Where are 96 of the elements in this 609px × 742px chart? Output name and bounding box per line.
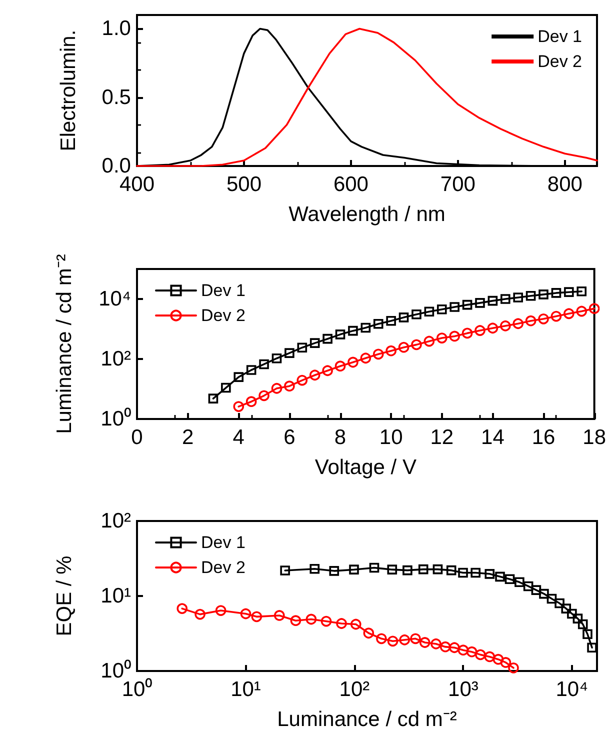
x-tick-label: 10⁴ <box>556 678 588 701</box>
point <box>436 304 447 314</box>
point <box>372 348 384 360</box>
point <box>576 306 588 317</box>
x-tick-label: 8 <box>334 426 346 449</box>
legend-label: Dev 2 <box>201 558 246 577</box>
point <box>487 322 498 334</box>
point <box>360 322 371 333</box>
point <box>525 315 536 326</box>
y-axis-title: EQE / % <box>53 556 76 636</box>
point <box>348 326 358 336</box>
point <box>234 372 244 382</box>
point <box>450 302 460 312</box>
point <box>576 286 587 296</box>
x-tick-label: 2 <box>182 426 194 449</box>
legend-label: Dev 1 <box>538 27 582 46</box>
point <box>526 290 536 301</box>
point <box>512 318 524 330</box>
point <box>538 290 548 300</box>
point <box>322 334 332 344</box>
point <box>310 338 320 348</box>
y-tick-label: 10⁴ <box>98 288 131 310</box>
point <box>297 342 308 352</box>
point <box>322 365 333 376</box>
point <box>424 336 435 347</box>
point <box>284 380 295 392</box>
x-tick-label: 18 <box>582 426 606 449</box>
point <box>334 360 346 372</box>
point <box>386 316 396 326</box>
point <box>398 312 409 322</box>
x-tick-label: 14 <box>481 426 505 449</box>
x-tick-label: 10¹ <box>230 678 261 701</box>
x-tick-label: 800 <box>547 173 582 196</box>
point <box>449 330 460 342</box>
point <box>411 339 422 350</box>
x-tick-label: 12 <box>430 426 454 449</box>
x-tick-label: 700 <box>440 173 476 196</box>
y-tick-label: 0.5 <box>102 86 131 109</box>
y-tick-label: 10¹ <box>100 584 131 608</box>
point <box>424 306 434 317</box>
point <box>348 356 358 368</box>
legend-label: Dev 1 <box>201 533 246 552</box>
point <box>564 308 574 320</box>
x-tick-label: 10 <box>379 426 403 449</box>
x-tick-label: 0 <box>131 426 143 449</box>
point <box>271 382 282 394</box>
x-tick-label: 600 <box>333 173 368 196</box>
x-tick-label: 4 <box>232 426 245 449</box>
point <box>488 296 498 306</box>
y-tick-label: 10⁰ <box>100 408 131 430</box>
point <box>538 314 549 324</box>
x-tick-label: 16 <box>532 426 556 449</box>
x-tick-label: 10² <box>339 678 370 701</box>
point <box>246 396 257 408</box>
point <box>474 325 486 336</box>
point <box>335 330 346 340</box>
legend-label: Dev 2 <box>201 306 246 325</box>
y-tick-label: 10² <box>100 510 131 532</box>
point <box>208 394 218 404</box>
point <box>373 318 384 329</box>
x-tick-label: 10³ <box>448 678 478 701</box>
point <box>259 359 269 370</box>
x-axis-title: Voltage / V <box>314 456 416 479</box>
point <box>462 328 473 339</box>
point <box>221 382 231 393</box>
point <box>436 332 448 344</box>
point <box>233 401 244 412</box>
point <box>360 352 372 364</box>
legend-label: Dev 1 <box>201 281 246 300</box>
point <box>551 288 562 298</box>
point <box>284 348 294 358</box>
point <box>246 365 256 375</box>
point <box>272 353 282 364</box>
point <box>309 370 320 381</box>
x-tick-label: 6 <box>284 426 296 449</box>
x-axis-title: Wavelength / nm <box>288 203 446 226</box>
legend-label: Dev 2 <box>538 52 582 71</box>
point <box>513 292 523 302</box>
point <box>258 390 270 402</box>
point <box>500 294 510 304</box>
point <box>398 342 410 353</box>
x-tick-label: 500 <box>226 173 262 196</box>
point <box>296 374 308 386</box>
point <box>412 309 422 320</box>
point <box>386 345 396 356</box>
point <box>564 287 574 297</box>
point <box>500 320 511 332</box>
y-axis-title: Luminance / cd m⁻² <box>53 254 76 434</box>
y-tick-label: 10² <box>100 348 131 370</box>
point <box>550 310 562 322</box>
point <box>475 298 485 308</box>
point <box>462 300 472 310</box>
x-axis-title: Luminance / cd m⁻² <box>277 708 457 731</box>
point <box>588 303 600 314</box>
y-tick-label: 1.0 <box>102 17 131 40</box>
y-axis-title: Electrolumin. <box>57 30 80 152</box>
